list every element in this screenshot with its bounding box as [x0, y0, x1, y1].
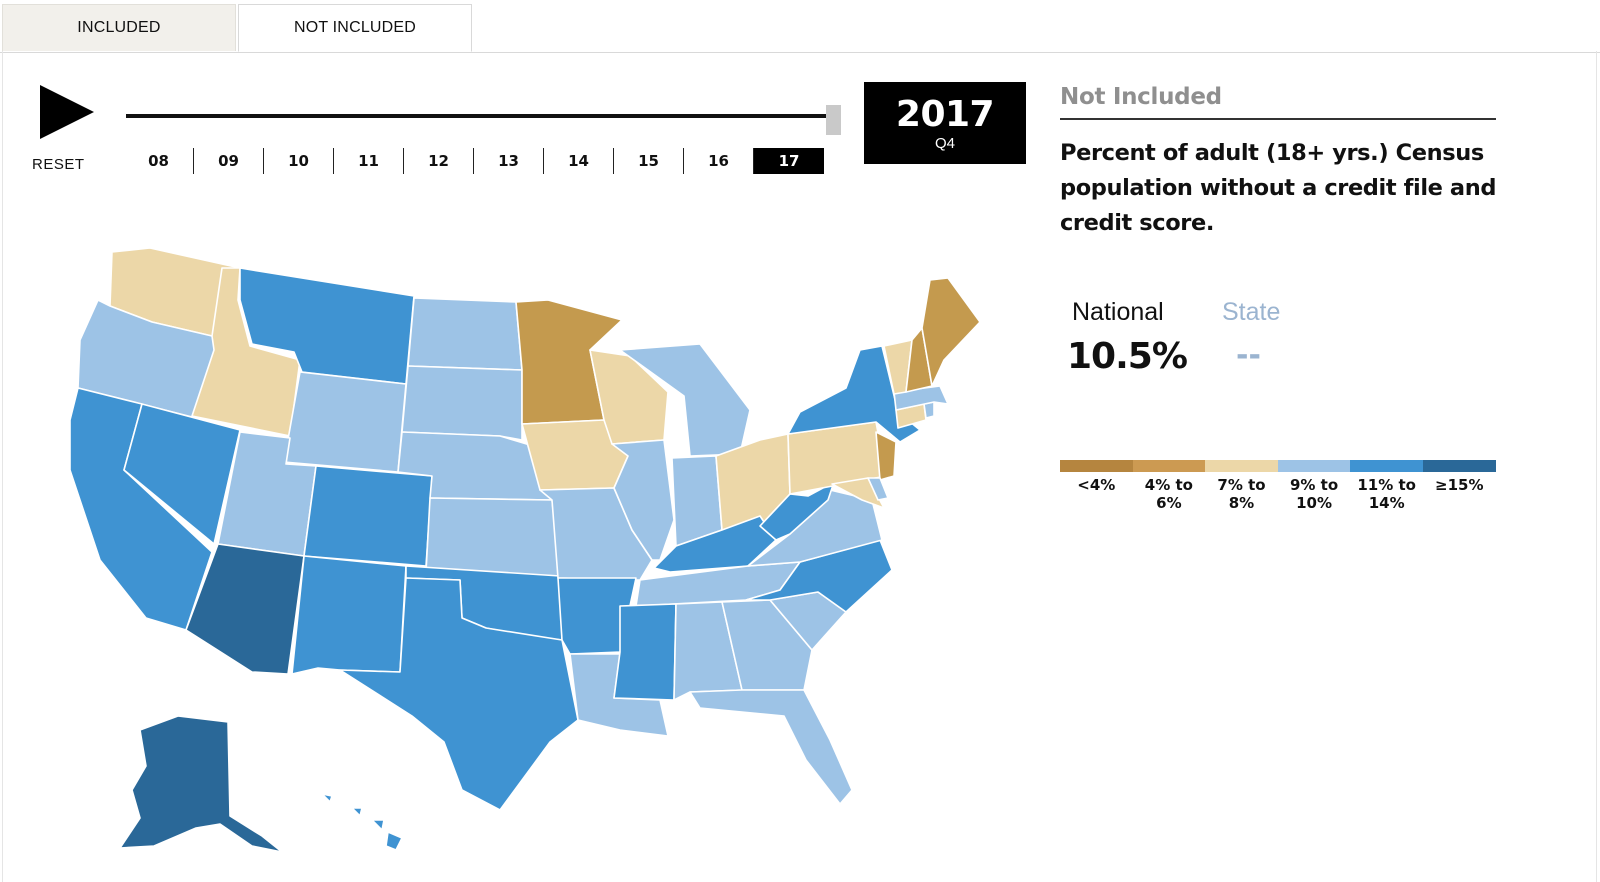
legend-swatch — [1060, 460, 1133, 472]
national-label: National — [1072, 298, 1164, 326]
legend-label: 11% to 14% — [1357, 476, 1416, 512]
metric-description: Percent of adult (18+ yrs.) Census popul… — [1060, 140, 1497, 236]
tab-not-included[interactable]: NOT INCLUDED — [238, 4, 472, 52]
state-AR[interactable] — [557, 577, 637, 655]
legend-swatch — [1205, 460, 1278, 472]
state-TX[interactable] — [339, 577, 579, 811]
year-selector: 08 09 10 11 12 13 14 15 16 17 — [124, 148, 824, 174]
state-SD[interactable] — [401, 365, 523, 441]
current-period-display: 2017 Q4 — [864, 82, 1026, 164]
legend-swatch — [1277, 460, 1351, 472]
state-DE[interactable] — [867, 477, 889, 501]
state-KS[interactable] — [425, 497, 561, 577]
timeline-slider-handle[interactable] — [826, 105, 841, 135]
year-button-10[interactable]: 10 — [264, 148, 334, 174]
year-button-16[interactable]: 16 — [684, 148, 754, 174]
legend-label: 9% to 10% — [1289, 476, 1339, 512]
title-divider — [1060, 118, 1496, 120]
state-CO[interactable] — [303, 465, 433, 567]
state-value: -- — [1236, 338, 1261, 373]
legend-label: <4% — [1077, 476, 1116, 494]
state-WV[interactable] — [759, 481, 835, 541]
state-WY[interactable] — [283, 371, 407, 473]
national-value: 10.5% — [1067, 336, 1188, 377]
year-button-14[interactable]: 14 — [544, 148, 614, 174]
year-button-12[interactable]: 12 — [404, 148, 474, 174]
current-year: 2017 — [895, 93, 995, 135]
timeline-slider-track[interactable] — [126, 114, 830, 118]
legend-item: 11% to 14% — [1350, 460, 1423, 512]
legend-swatch — [1132, 460, 1206, 472]
legend-item: 9% to 10% — [1277, 460, 1351, 512]
state-HI[interactable] — [321, 793, 403, 851]
year-button-08[interactable]: 08 — [124, 148, 194, 174]
current-quarter: Q4 — [934, 134, 955, 152]
legend-label: 4% to 6% — [1144, 476, 1193, 512]
state-label: State — [1222, 298, 1281, 326]
state-IL[interactable] — [611, 439, 675, 561]
tab-included[interactable]: INCLUDED — [2, 4, 236, 51]
us-choropleth-map — [69, 247, 981, 853]
legend-label: 7% to 8% — [1217, 476, 1266, 512]
year-button-15[interactable]: 15 — [614, 148, 684, 174]
year-button-13[interactable]: 13 — [474, 148, 544, 174]
legend-swatch — [1422, 460, 1496, 472]
legend-swatch — [1350, 460, 1423, 472]
state-NM[interactable] — [291, 555, 407, 675]
panel-title: Not Included — [1060, 84, 1222, 110]
year-button-11[interactable]: 11 — [334, 148, 404, 174]
state-NV[interactable] — [123, 403, 241, 545]
content-panel — [2, 51, 1597, 882]
tab-bar: INCLUDED NOT INCLUDED — [0, 0, 1600, 53]
state-AZ[interactable] — [185, 543, 305, 675]
state-ME[interactable] — [921, 277, 981, 387]
state-MS[interactable] — [613, 603, 677, 701]
state-NJ[interactable] — [875, 431, 897, 481]
year-button-09[interactable]: 09 — [194, 148, 264, 174]
legend-item: 7% to 8% — [1205, 460, 1278, 512]
legend-item: <4% — [1060, 460, 1133, 512]
state-FL[interactable] — [689, 689, 853, 805]
legend-item: 4% to 6% — [1132, 460, 1206, 512]
play-icon[interactable] — [38, 84, 98, 142]
state-NC[interactable] — [745, 539, 893, 613]
color-legend: <4% 4% to 6% 7% to 8% 9% to 10% 11% to 1… — [1060, 460, 1496, 512]
reset-button[interactable]: RESET — [32, 156, 85, 173]
legend-label: ≥15% — [1435, 476, 1484, 494]
state-AK[interactable] — [119, 715, 283, 853]
legend-item: ≥15% — [1422, 460, 1496, 512]
year-button-17[interactable]: 17 — [754, 148, 824, 174]
state-ND[interactable] — [407, 297, 523, 371]
